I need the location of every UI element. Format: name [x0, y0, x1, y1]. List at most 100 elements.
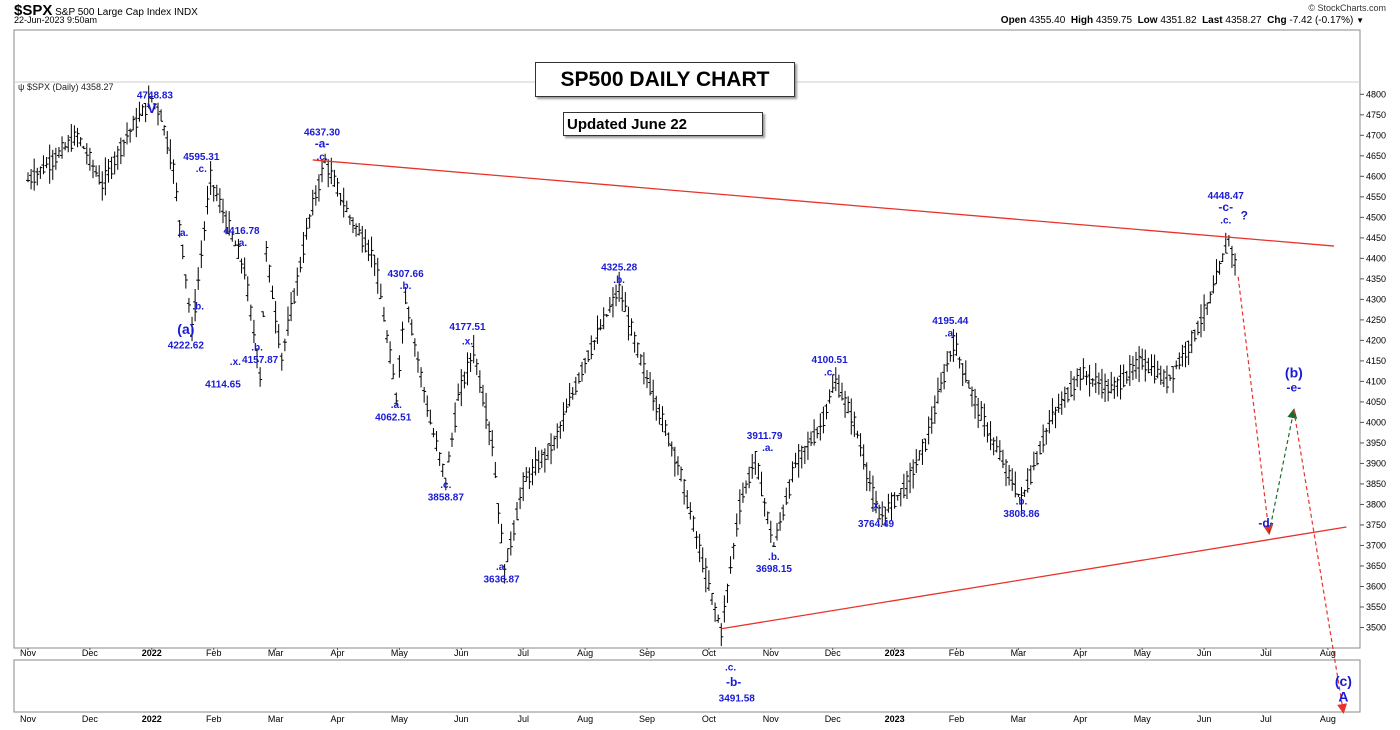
wave-label: 4157.87 — [242, 355, 279, 366]
price-bar — [1171, 366, 1176, 393]
price-bar — [929, 406, 934, 434]
price-bar — [1214, 259, 1219, 285]
y-tick-label: 4450 — [1366, 233, 1386, 243]
price-bar — [428, 409, 433, 425]
x-tick-label: Aug — [577, 714, 593, 724]
price-bar — [576, 372, 581, 384]
price-bar — [125, 122, 130, 145]
price-bar — [214, 184, 219, 202]
price-bar — [511, 520, 516, 541]
price-bar — [502, 563, 507, 584]
price-bar — [468, 352, 473, 373]
price-bar — [908, 462, 913, 494]
price-bar — [267, 264, 272, 283]
wave-label: 3636.87 — [483, 574, 520, 585]
price-bar — [493, 461, 498, 479]
ohlc-readout: Open 4355.40 High 4359.75 Low 4351.82 La… — [1001, 15, 1364, 26]
wave-label: -d- — [1258, 516, 1273, 530]
price-bar — [759, 471, 764, 497]
wave-label: .b. — [251, 343, 263, 354]
price-bar — [1155, 360, 1160, 379]
price-bar — [131, 115, 136, 131]
price-bar — [846, 396, 851, 414]
price-bar — [146, 85, 151, 109]
price-bar — [121, 139, 126, 157]
y-tick-label: 4700 — [1366, 130, 1386, 140]
price-bar — [635, 342, 640, 358]
price-bar — [796, 443, 801, 478]
x-tick-label: Oct — [702, 714, 717, 724]
price-bar — [168, 139, 173, 170]
y-tick-label: 3750 — [1366, 520, 1386, 530]
price-bar — [1115, 377, 1120, 397]
price-bar — [270, 285, 275, 299]
price-bar — [97, 165, 102, 185]
price-bar — [1127, 355, 1132, 387]
y-tick-label: 3650 — [1366, 561, 1386, 571]
price-bar — [44, 157, 49, 169]
wave-label: 4448.47 — [1208, 191, 1245, 202]
chart-legend: ψ $SPX (Daily) 4358.27 — [18, 82, 113, 92]
lower-trendline — [721, 526, 1347, 630]
price-bar — [1090, 378, 1095, 387]
price-bar — [1106, 378, 1111, 402]
price-bar — [979, 401, 984, 421]
wave-label: (c) — [1335, 673, 1352, 689]
price-bar — [53, 147, 58, 170]
price-bar — [895, 494, 900, 501]
price-bar — [586, 350, 591, 362]
price-bar — [332, 169, 337, 187]
price-bar — [706, 570, 711, 591]
price-bar — [41, 155, 46, 175]
price-bar — [960, 363, 965, 387]
price-bar — [47, 144, 52, 184]
price-bar — [830, 374, 835, 393]
price-bar — [898, 488, 903, 507]
price-bar — [778, 512, 783, 531]
price-bar — [784, 487, 789, 505]
price-bar — [802, 445, 807, 464]
price-bar — [149, 97, 154, 103]
price-bar — [966, 379, 971, 389]
price-bar — [341, 187, 346, 218]
projection-up-to-e — [1268, 408, 1298, 534]
wave-label: .c. — [1220, 216, 1231, 227]
wave-label: .a. — [177, 228, 188, 239]
x-tick-label: Jun — [1197, 648, 1212, 658]
price-bar — [774, 522, 779, 541]
wave-label: .c. — [725, 662, 736, 673]
price-bar — [982, 403, 987, 437]
price-bar — [155, 102, 160, 126]
price-bar — [963, 360, 968, 383]
price-bar — [1103, 373, 1108, 403]
price-bar — [595, 315, 600, 344]
price-bar — [487, 421, 492, 446]
price-bar — [818, 413, 823, 441]
price-bar — [793, 452, 798, 468]
price-bar — [301, 231, 306, 264]
price-bar — [1062, 386, 1067, 408]
price-bar — [951, 329, 956, 362]
wave-label: .b. — [192, 302, 204, 313]
price-bar — [858, 433, 863, 457]
price-bar — [700, 547, 705, 573]
price-bar — [843, 390, 848, 418]
price-bar — [991, 437, 996, 456]
price-bar — [29, 168, 34, 190]
exchange: INDX — [173, 7, 198, 18]
triangle-down-icon[interactable]: ▼ — [1356, 16, 1364, 25]
price-bar — [177, 219, 182, 238]
x-tick-label: Sep — [639, 714, 655, 724]
y-tick-label: 3700 — [1366, 540, 1386, 550]
price-bar — [94, 165, 99, 177]
price-bar — [939, 372, 944, 393]
price-bar — [920, 439, 925, 465]
wave-label: .c. — [440, 480, 451, 491]
price-bar — [555, 423, 560, 449]
price-bar — [614, 284, 619, 307]
x-tick-label: Jul — [517, 648, 529, 658]
price-bar — [78, 137, 83, 147]
y-tick-label: 3600 — [1366, 581, 1386, 591]
y-tick-label: 3900 — [1366, 458, 1386, 468]
price-bar — [849, 398, 854, 435]
